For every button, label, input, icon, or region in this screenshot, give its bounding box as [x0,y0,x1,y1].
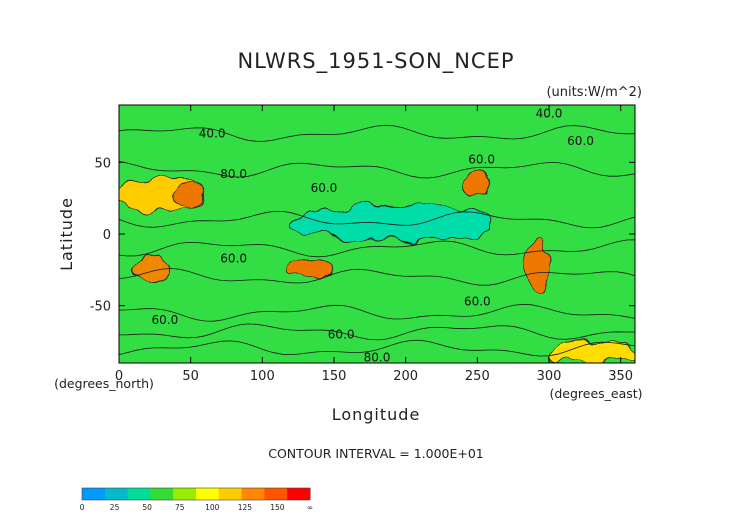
contour-ring-tropical-pacific-band [290,204,493,242]
y-axis: 50 0 -50 [90,156,635,315]
contour-line-0 [119,124,635,142]
colorbar-frame [81,487,311,501]
contour-line-1 [119,161,635,179]
colorbar-swatch [264,488,288,500]
x-tick-label: 50 [182,369,199,384]
y-axis-label: Latitude [57,197,76,271]
x-axis-label: Longitude [332,405,421,424]
colorbar-swatch [150,488,174,500]
colorbar-label: 25 [110,503,120,512]
field-layer [119,173,635,363]
contour-line-2 [119,211,635,229]
colorbar-swatch [287,488,311,500]
colorbar-label: ∞ [307,503,313,512]
contour-ring-antarctic-coast [548,341,635,363]
contour-label: 60.0 [220,251,247,265]
colorbar-swatch [241,488,265,500]
contour-ring-andes [527,240,550,292]
contour-ring-north-america-sw [462,173,493,199]
colorbar-label: 0 [80,503,85,512]
contour-label: 60.0 [464,294,491,308]
contour-label: 40.0 [536,107,563,121]
contour-line-7 [119,339,635,357]
field-region-andes [527,241,549,292]
contour-label: 60.0 [567,134,594,148]
field-region-north-america-sw [463,173,492,199]
x-tick-label: 150 [322,369,347,384]
y-tick-label: 50 [94,156,111,171]
x-tick-label: 350 [608,369,633,384]
field-region-southern-africa [133,255,170,285]
chart-title: NLWRS_1951-SON_NCEP [237,49,514,74]
x-tick-label: 300 [537,369,562,384]
colorbar-label: 50 [142,503,152,512]
colorbar-swatch [218,488,243,500]
x-axis: 0 50 100 150 200 250 300 350 [115,105,633,384]
colorbar-swatch [173,488,197,500]
field-region-arabia [173,183,205,209]
field-region-antarctic-coast [549,341,635,363]
colorbar-swatch [104,488,129,500]
contour-lines [119,124,635,363]
contour-ring-arabia [173,183,206,209]
contour-label: 80.0 [364,350,391,364]
contour-labels: 40.0 80.0 60.0 60.0 40.0 60.0 60.0 60.0 60.0 60.0… [152,107,594,365]
y-tick-label: 0 [103,228,111,243]
contour-line-6 [119,323,635,341]
contour-ring-southern-africa [132,255,170,285]
colorbar-swatch [82,488,106,500]
contour-line-4 [119,268,635,286]
y-tick-label: -50 [90,300,111,315]
colorbar-swatch [196,488,220,500]
x-tick-label: 100 [250,369,275,384]
units-label: (units:W/m^2) [546,85,642,100]
colorbar-label: 125 [238,503,253,512]
contour-label: 60.0 [152,313,179,327]
contour-line-5 [119,303,635,322]
contour-interval-label: CONTOUR INTERVAL = 1.000E+01 [268,446,484,461]
contour-line-3 [119,239,635,258]
colorbar-label: 100 [205,503,220,512]
contour-label: 60.0 [328,327,355,341]
contour-ring-australia [283,259,335,281]
x-tick-label: 0 [115,369,123,384]
colorbar: 0 25 50 75 100 125 150 ∞ [80,487,313,512]
x-tick-label: 250 [465,369,490,384]
field-region-australia [283,259,334,280]
y-unit-label: (degrees_north) [54,376,154,391]
plot-area: 40.0 80.0 60.0 60.0 40.0 60.0 60.0 60.0 60.0 60.0… [118,104,636,365]
x-tick-label: 200 [393,369,418,384]
colorbar-label: 75 [175,503,185,512]
field-region-tropical-pacific-band [291,205,492,242]
colorbar-swatch [127,488,151,500]
contour-label: 80.0 [220,167,247,181]
contour-label: 40.0 [199,127,226,141]
colorbar-label: 150 [270,503,285,512]
contour-label: 60.0 [311,181,338,195]
contour-label: 60.0 [468,152,495,166]
x-unit-label: (degrees_east) [549,386,642,401]
